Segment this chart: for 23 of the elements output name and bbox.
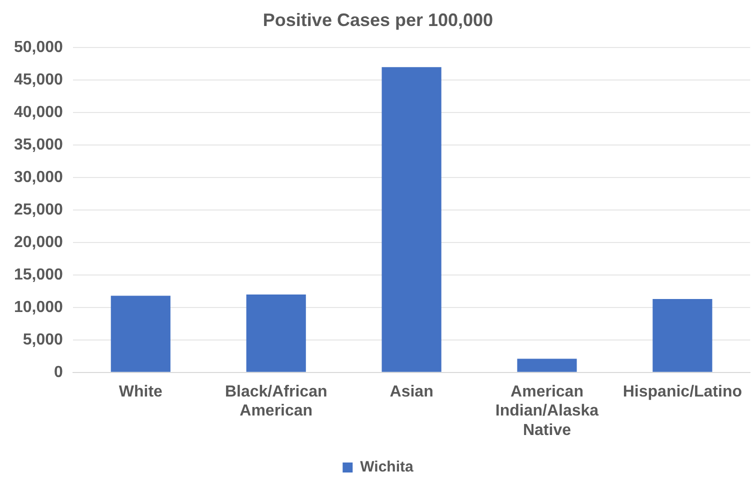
bar xyxy=(382,67,442,372)
x-tick-label: Black/African American xyxy=(224,383,328,420)
y-tick-label: 25,000 xyxy=(14,201,64,218)
y-tick-label: 15,000 xyxy=(14,266,64,284)
x-tick-label: Asian xyxy=(390,383,434,400)
bar xyxy=(517,358,577,372)
y-tick-label: 50,000 xyxy=(14,39,64,56)
y-tick-label: 20,000 xyxy=(14,234,64,251)
y-tick-label: 40,000 xyxy=(14,104,64,121)
bar xyxy=(110,296,170,372)
x-tick-label: Hispanic/Latino xyxy=(622,383,742,400)
chart-title: Positive Cases per 100,000 xyxy=(262,10,494,30)
y-tick-label: 35,000 xyxy=(14,136,64,154)
y-tick-label: 30,000 xyxy=(14,168,64,186)
x-tick-label: White xyxy=(118,383,163,400)
y-tick-label: 5,000 xyxy=(22,331,64,348)
y-tick-label: 45,000 xyxy=(14,71,64,88)
y-tick-label: 0 xyxy=(54,364,64,381)
x-tick-label: American Indian/Alaska Native xyxy=(495,383,599,439)
bar xyxy=(652,298,712,372)
y-tick-label: 10,000 xyxy=(14,298,64,316)
bar xyxy=(246,294,306,372)
legend-label: Wichita xyxy=(360,458,414,476)
